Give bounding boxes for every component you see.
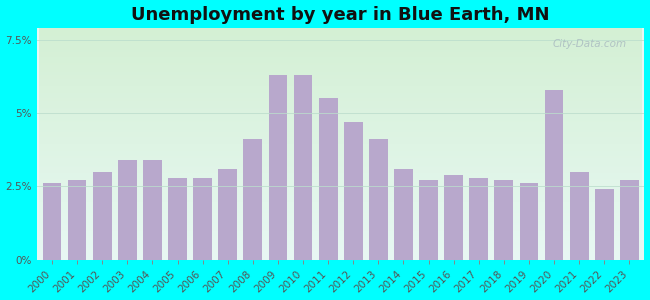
Bar: [419, 181, 438, 260]
Bar: [469, 178, 488, 260]
Bar: [143, 160, 162, 260]
Bar: [519, 183, 538, 260]
Bar: [42, 183, 61, 260]
Bar: [620, 181, 639, 260]
Bar: [595, 189, 614, 260]
Bar: [243, 140, 262, 260]
Bar: [495, 181, 514, 260]
Bar: [570, 172, 589, 260]
Text: City-Data.com: City-Data.com: [552, 40, 626, 50]
Title: Unemployment by year in Blue Earth, MN: Unemployment by year in Blue Earth, MN: [131, 6, 550, 24]
Bar: [268, 75, 287, 260]
Bar: [394, 169, 413, 260]
Bar: [294, 75, 313, 260]
Bar: [218, 169, 237, 260]
Bar: [344, 122, 363, 260]
Bar: [93, 172, 112, 260]
Bar: [68, 181, 86, 260]
Bar: [545, 89, 564, 260]
Bar: [193, 178, 212, 260]
Bar: [118, 160, 136, 260]
Bar: [369, 140, 388, 260]
Bar: [318, 98, 337, 260]
Bar: [168, 178, 187, 260]
Bar: [444, 175, 463, 260]
